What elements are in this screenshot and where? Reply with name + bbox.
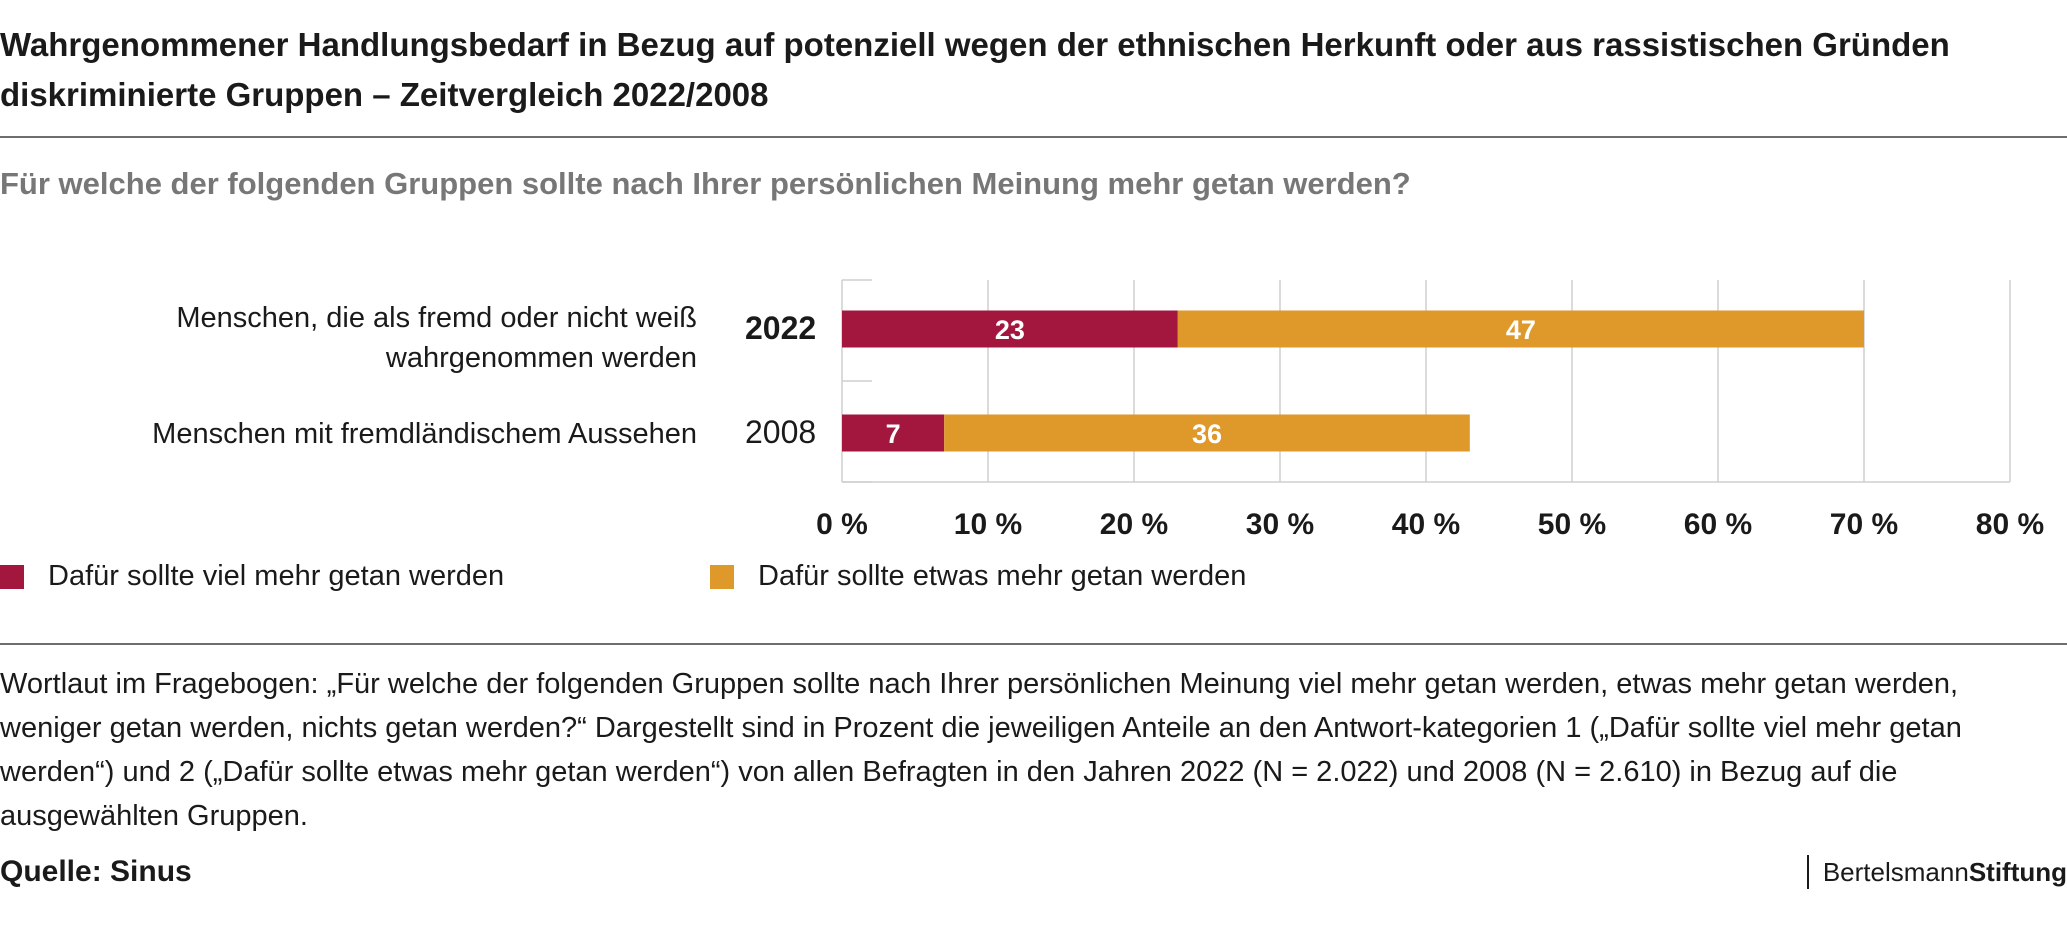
year-label-2022: 2022: [745, 310, 817, 346]
legend-label-viel-mehr: Dafür sollte viel mehr getan werden: [48, 560, 505, 592]
bar-segment: [842, 414, 945, 452]
legend-item-viel-mehr: Dafür sollte viel mehr getan werden: [0, 560, 504, 593]
x-tick-label: 0 %: [816, 508, 868, 541]
divider-top: [0, 136, 2067, 138]
x-tick-label: 50 %: [1538, 508, 1606, 541]
source-label: Quelle: Sinus: [0, 855, 192, 888]
bar-segment: [944, 414, 1470, 452]
x-tick-label: 70 %: [1830, 508, 1898, 541]
x-tick-label: 80 %: [1976, 508, 2044, 541]
bar-value-label: 23: [995, 315, 1025, 345]
brand-name-part2: Stiftung: [1968, 857, 2067, 887]
divider-bottom: [0, 643, 2067, 645]
footnote: Wortlaut im Fragebogen: „Für welche der …: [0, 668, 1962, 832]
brand-logo: BertelsmannStiftung: [1806, 855, 2067, 889]
legend-label-etwas-mehr: Dafür sollte etwas mehr getan werden: [758, 560, 1247, 592]
legend-swatch-viel-mehr: [0, 564, 24, 589]
row-label-2022: Menschen, die als fremd oder nicht weiß …: [176, 302, 697, 374]
brand-name-part1: Bertelsmann: [1822, 857, 1969, 887]
x-tick-label: 20 %: [1100, 508, 1168, 541]
row-label-2008: Menschen mit fremdländischem Aussehen: [152, 418, 697, 450]
x-tick-label: 40 %: [1392, 508, 1460, 541]
chart-title: Wahrgenommener Handlungsbedarf in Bezug …: [0, 26, 1950, 113]
legend-swatch-etwas-mehr: [710, 564, 734, 589]
x-tick-label: 30 %: [1246, 508, 1314, 541]
bar-value-label: 36: [1192, 419, 1222, 449]
bar-segment: [1177, 310, 1864, 348]
year-label-2008: 2008: [745, 414, 817, 450]
bar-segment: [842, 310, 1178, 348]
bar-value-label: 7: [886, 419, 901, 449]
bar-chart: 0 % 10 % 20 % 30 % 40 % 50 % 60 % 70 % 80 % 23 47 7…: [816, 279, 2044, 541]
x-tick-label: 10 %: [954, 508, 1022, 541]
legend-item-etwas-mehr: Dafür sollte etwas mehr getan werden: [710, 560, 1246, 593]
x-tick-label: 60 %: [1684, 508, 1752, 541]
chart-subtitle: Für welche der folgenden Gruppen sollte …: [0, 166, 1411, 201]
bar-value-label: 47: [1506, 315, 1536, 345]
